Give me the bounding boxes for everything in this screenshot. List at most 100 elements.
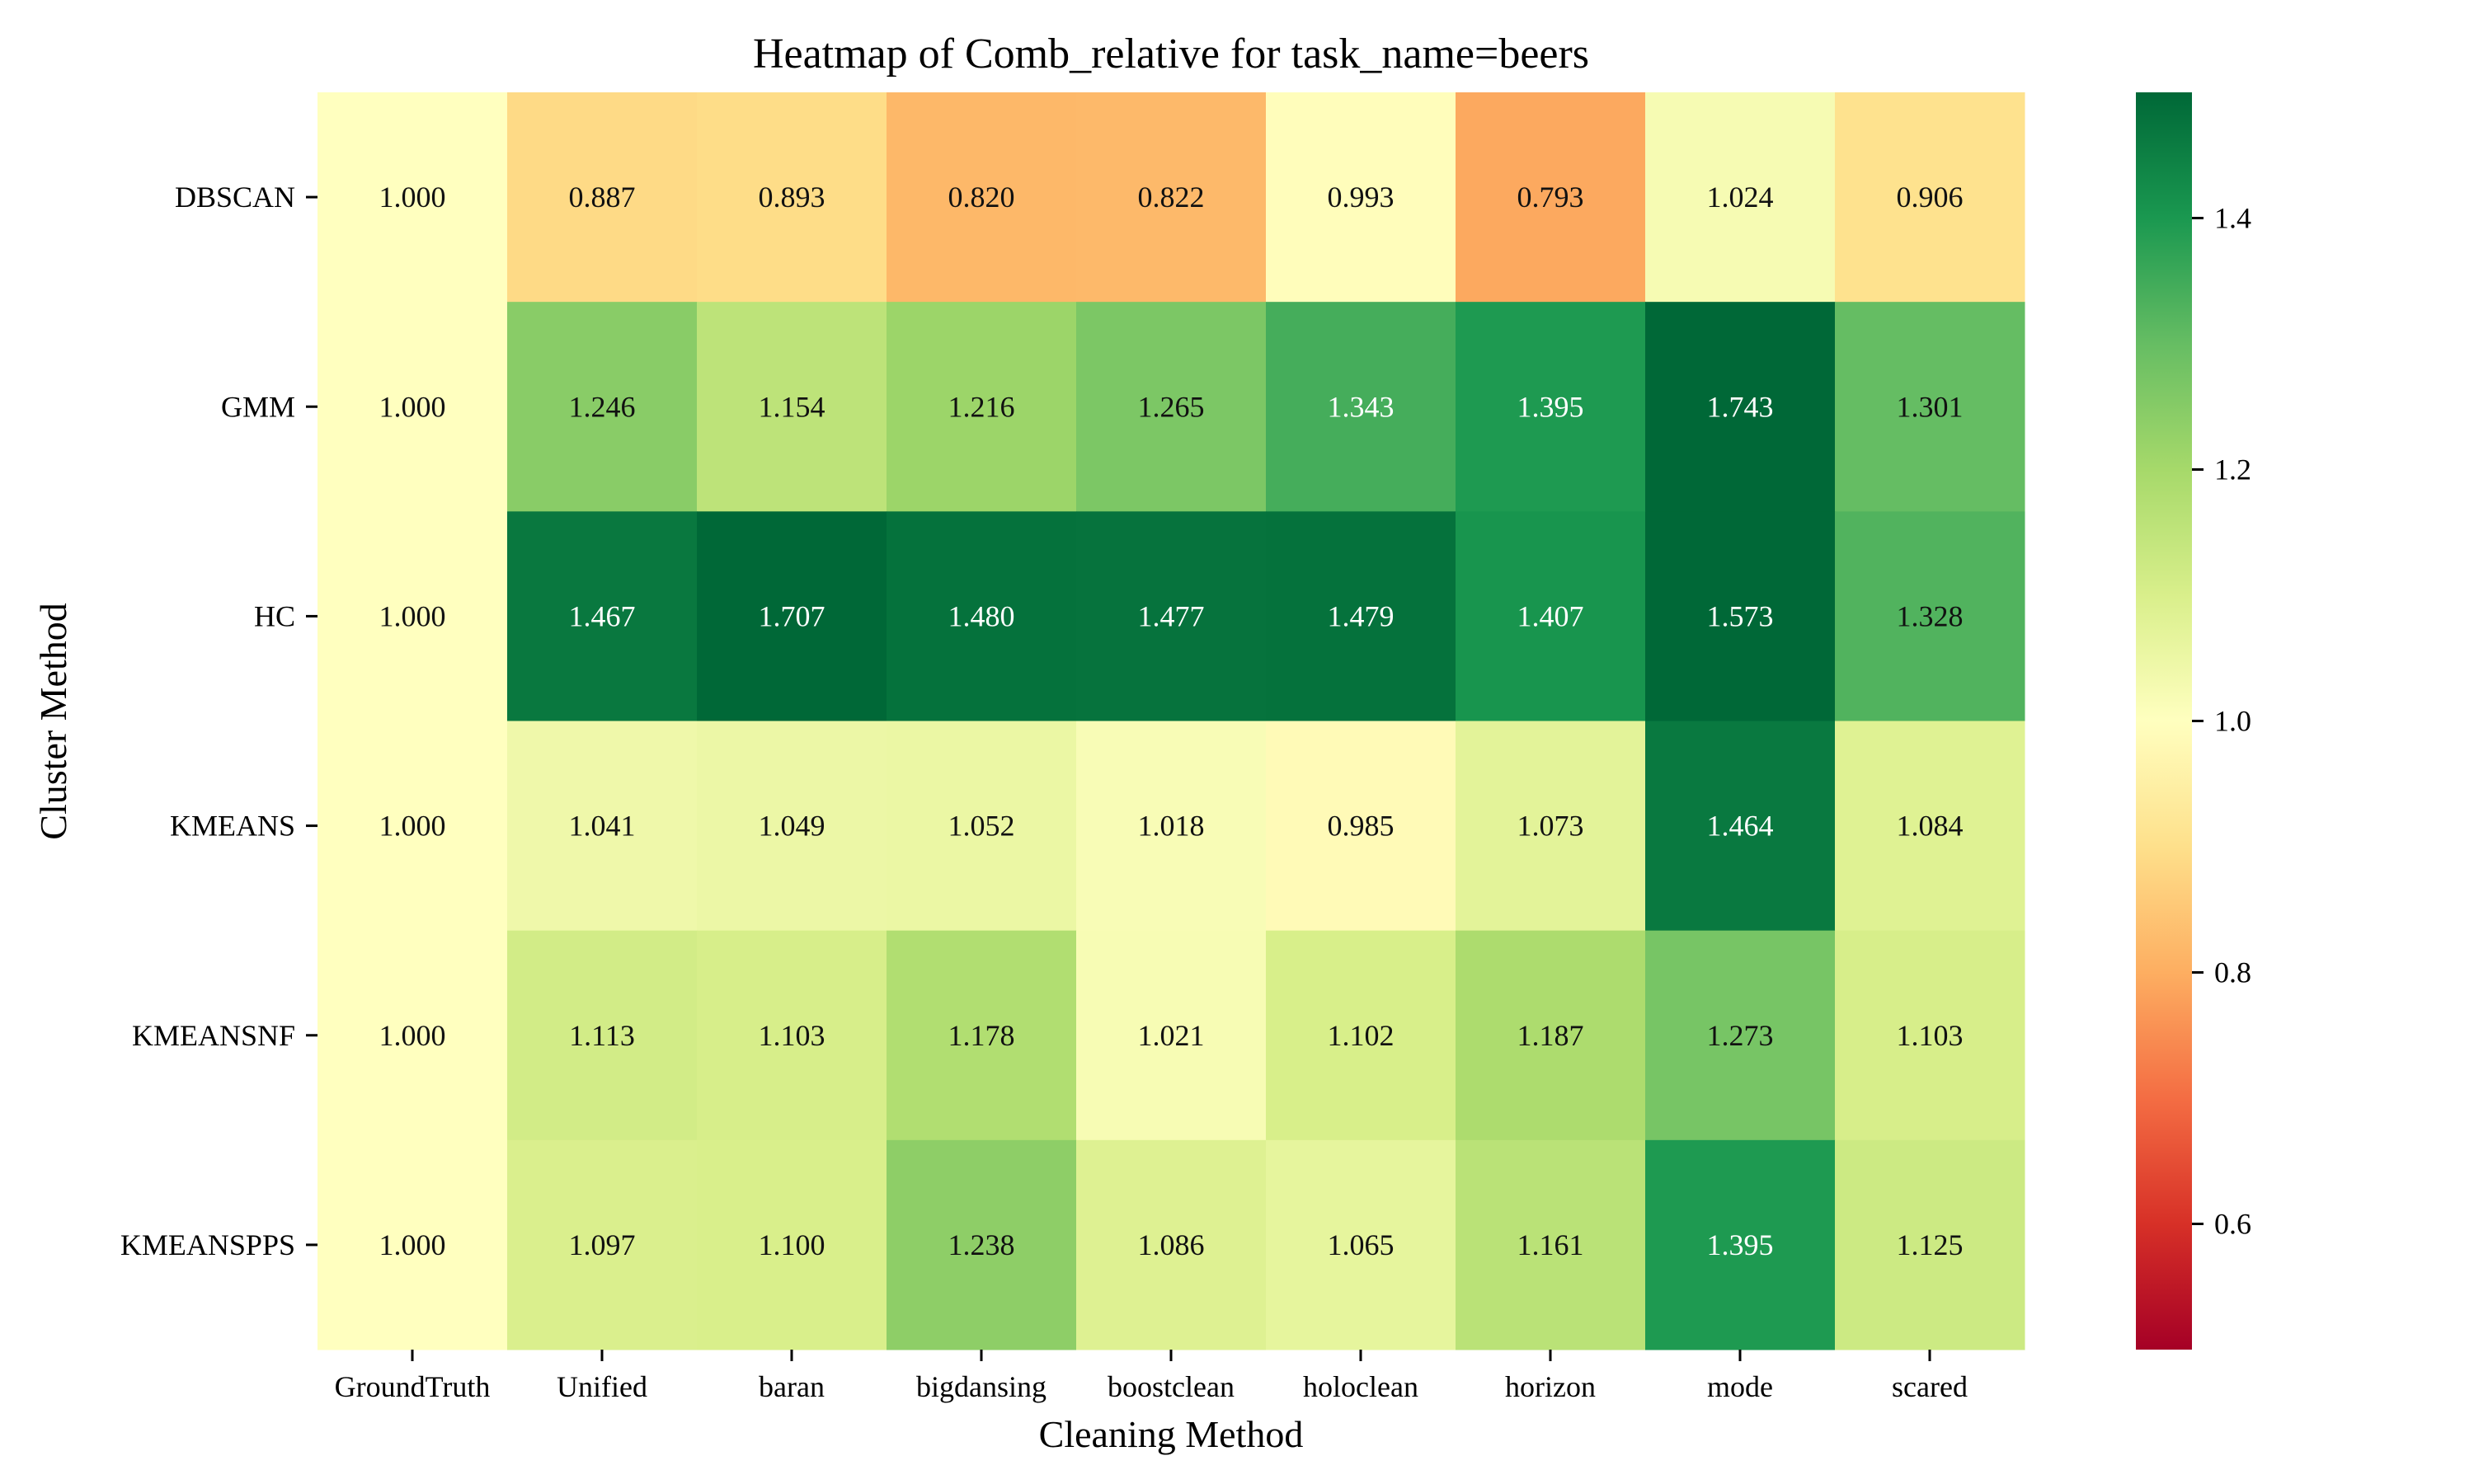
heatmap-cell-kmeanspps-groundtruth — [317, 1139, 508, 1350]
x-tick-label-unified: Unified — [557, 1370, 647, 1403]
y-axis-ticks: DBSCAN GMM HC KMEANS KMEANSNF KMEANSPPS — [120, 181, 317, 1261]
heatmap-cell-hc-bigdansing — [887, 511, 1077, 721]
heatmap-cell-kmeanspps-unified — [507, 1139, 698, 1350]
y-tick-label-hc: HC — [254, 599, 295, 632]
cell-value-label-kmeanspps-holoclean: 1.065 — [1328, 1228, 1395, 1261]
heatmap-cell-kmeans-holoclean — [1266, 721, 1456, 932]
heatmap-cell-gmm-boostclean — [1076, 302, 1267, 512]
cell-value-label-kmeans-groundtruth: 1.000 — [379, 810, 446, 843]
y-tick-label-kmeanspps: KMEANSPPS — [120, 1228, 295, 1261]
x-axis-ticks: GroundTruth Unified baran bigdansing boostcl… — [335, 1350, 1968, 1403]
cell-value-label-kmeanspps-unified: 1.097 — [569, 1228, 636, 1261]
x-tick-label-holoclean: holoclean — [1303, 1370, 1418, 1403]
heatmap-cell-kmeanspps-horizon — [1456, 1139, 1646, 1350]
cell-value-label-dbscan-scared: 0.906 — [1897, 181, 1964, 214]
cell-value-label-kmeanspps-bigdansing: 1.238 — [948, 1228, 1015, 1261]
cell-value-label-kmeansnf-holoclean: 1.102 — [1328, 1019, 1395, 1052]
heatmap-cell-dbscan-horizon — [1456, 92, 1646, 303]
x-tick-label-scared: scared — [1892, 1370, 1968, 1403]
x-tick-label-horizon: horizon — [1505, 1370, 1596, 1403]
cell-value-label-gmm-horizon: 1.395 — [1517, 390, 1584, 423]
cell-value-label-kmeans-boostclean: 1.018 — [1138, 810, 1205, 843]
heatmap-cell-dbscan-mode — [1645, 92, 1836, 303]
cell-value-label-hc-baran: 1.707 — [759, 599, 825, 632]
cell-value-label-kmeansnf-mode: 1.273 — [1707, 1019, 1774, 1052]
colorbar-tick-label-0.8: 0.8 — [2214, 956, 2251, 989]
cell-value-label-kmeans-mode: 1.464 — [1707, 810, 1774, 843]
x-tick-label-bigdansing: bigdansing — [916, 1370, 1047, 1403]
heatmap-cell-dbscan-boostclean — [1076, 92, 1267, 303]
cell-value-label-dbscan-mode: 1.024 — [1707, 181, 1774, 214]
cell-value-label-gmm-mode: 1.743 — [1707, 390, 1774, 423]
heatmap-cell-kmeans-groundtruth — [317, 721, 508, 932]
cell-value-label-gmm-scared: 1.301 — [1897, 390, 1964, 423]
heatmap-cell-kmeansnf-holoclean — [1266, 930, 1456, 1141]
cell-value-label-dbscan-baran: 0.893 — [759, 181, 825, 214]
colorbar-tick-label-1.2: 1.2 — [2214, 453, 2251, 486]
cell-value-label-dbscan-groundtruth: 1.000 — [379, 181, 446, 214]
colorbar-gradient — [2136, 92, 2192, 1350]
colorbar: 0.6 0.8 1.0 1.2 1.4 — [2136, 92, 2251, 1350]
heatmap-cell-dbscan-groundtruth — [317, 92, 508, 303]
heatmap-cell-kmeanspps-mode — [1645, 1139, 1836, 1350]
heatmap-cell-kmeans-mode — [1645, 721, 1836, 932]
heatmap-cell-kmeans-bigdansing — [887, 721, 1077, 932]
cell-value-label-gmm-baran: 1.154 — [759, 390, 825, 423]
cell-value-label-hc-groundtruth: 1.000 — [379, 599, 446, 632]
colorbar-tick-label-0.6: 0.6 — [2214, 1208, 2251, 1241]
heatmap-cell-hc-horizon — [1456, 511, 1646, 721]
colorbar-tick-label-1.4: 1.4 — [2214, 202, 2251, 235]
y-tick-label-gmm: GMM — [221, 390, 295, 423]
cell-value-label-kmeansnf-horizon: 1.187 — [1517, 1019, 1584, 1052]
heatmap-cell-hc-groundtruth — [317, 511, 508, 721]
heatmap-cell-gmm-baran — [697, 302, 887, 512]
cell-value-label-gmm-groundtruth: 1.000 — [379, 390, 446, 423]
cell-value-label-dbscan-holoclean: 0.993 — [1328, 181, 1395, 214]
y-tick-label-dbscan: DBSCAN — [175, 181, 295, 214]
heatmap-cell-kmeansnf-baran — [697, 930, 887, 1141]
heatmap-cell-kmeanspps-scared — [1835, 1139, 2025, 1350]
x-axis-label: Cleaning Method — [1039, 1413, 1304, 1455]
cell-value-label-gmm-boostclean: 1.265 — [1138, 390, 1205, 423]
cell-value-label-kmeansnf-baran: 1.103 — [759, 1019, 825, 1052]
cell-value-label-kmeanspps-baran: 1.100 — [759, 1228, 825, 1261]
cell-value-label-hc-boostclean: 1.477 — [1138, 599, 1205, 632]
heatmap-cell-hc-mode — [1645, 511, 1836, 721]
cell-value-label-kmeans-holoclean: 0.985 — [1328, 810, 1395, 843]
cell-value-label-gmm-bigdansing: 1.216 — [948, 390, 1015, 423]
heatmap-cell-dbscan-baran — [697, 92, 887, 303]
x-tick-label-baran: baran — [759, 1370, 825, 1403]
heatmap-cell-kmeanspps-holoclean — [1266, 1139, 1456, 1350]
x-tick-label-groundtruth: GroundTruth — [335, 1370, 491, 1403]
heatmap-cell-kmeansnf-scared — [1835, 930, 2025, 1141]
heatmap-cell-dbscan-scared — [1835, 92, 2025, 303]
cell-value-label-hc-holoclean: 1.479 — [1328, 599, 1395, 632]
colorbar-tick-label-1.0: 1.0 — [2214, 705, 2251, 738]
cell-value-label-dbscan-unified: 0.887 — [569, 181, 636, 214]
heatmap-cell-kmeans-horizon — [1456, 721, 1646, 932]
heatmap-cell-kmeansnf-unified — [507, 930, 698, 1141]
heatmap-cell-kmeanspps-bigdansing — [887, 1139, 1077, 1350]
y-axis-label: Cluster Method — [32, 603, 74, 839]
heatmap-cell-kmeans-baran — [697, 721, 887, 932]
heatmap-cell-gmm-mode — [1645, 302, 1836, 512]
cell-value-label-kmeans-bigdansing: 1.052 — [948, 810, 1015, 843]
heatmap-cell-gmm-unified — [507, 302, 698, 512]
heatmap-cell-gmm-bigdansing — [887, 302, 1077, 512]
heatmap-cell-dbscan-unified — [507, 92, 698, 303]
cell-value-label-kmeanspps-boostclean: 1.086 — [1138, 1228, 1205, 1261]
heatmap-cell-kmeansnf-horizon — [1456, 930, 1646, 1141]
heatmap-cell-gmm-scared — [1835, 302, 2025, 512]
x-tick-label-mode: mode — [1707, 1370, 1773, 1403]
cell-value-label-dbscan-horizon: 0.793 — [1517, 181, 1584, 214]
cell-value-label-kmeanspps-horizon: 1.161 — [1517, 1228, 1584, 1261]
cell-value-label-hc-scared: 1.328 — [1897, 599, 1964, 632]
cell-value-label-hc-horizon: 1.407 — [1517, 599, 1584, 632]
cell-value-label-kmeansnf-boostclean: 1.021 — [1138, 1019, 1205, 1052]
heatmap-cell-kmeans-boostclean — [1076, 721, 1267, 932]
heatmap-cell-kmeansnf-mode — [1645, 930, 1836, 1141]
heatmap-cell-kmeansnf-groundtruth — [317, 930, 508, 1141]
y-tick-label-kmeans: KMEANS — [170, 810, 295, 843]
